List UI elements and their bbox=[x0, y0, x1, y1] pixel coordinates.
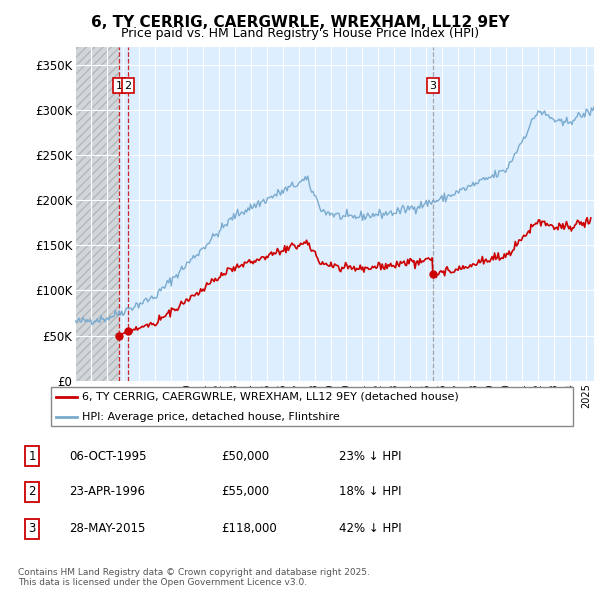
Text: 1: 1 bbox=[116, 81, 122, 90]
Text: 06-OCT-1995: 06-OCT-1995 bbox=[69, 450, 146, 463]
Text: 2: 2 bbox=[124, 81, 131, 90]
Text: 23% ↓ HPI: 23% ↓ HPI bbox=[340, 450, 402, 463]
Text: £50,000: £50,000 bbox=[221, 450, 269, 463]
Text: 6, TY CERRIG, CAERGWRLE, WREXHAM, LL12 9EY: 6, TY CERRIG, CAERGWRLE, WREXHAM, LL12 9… bbox=[91, 15, 509, 30]
Text: Contains HM Land Registry data © Crown copyright and database right 2025.
This d: Contains HM Land Registry data © Crown c… bbox=[18, 568, 370, 587]
Text: 42% ↓ HPI: 42% ↓ HPI bbox=[340, 522, 402, 536]
Text: £118,000: £118,000 bbox=[221, 522, 277, 536]
Text: 3: 3 bbox=[28, 522, 36, 536]
Text: Price paid vs. HM Land Registry's House Price Index (HPI): Price paid vs. HM Land Registry's House … bbox=[121, 27, 479, 40]
Text: £55,000: £55,000 bbox=[221, 486, 269, 499]
Text: 2: 2 bbox=[28, 486, 36, 499]
Text: 6, TY CERRIG, CAERGWRLE, WREXHAM, LL12 9EY (detached house): 6, TY CERRIG, CAERGWRLE, WREXHAM, LL12 9… bbox=[82, 392, 459, 402]
Text: 3: 3 bbox=[430, 81, 436, 90]
Bar bbox=[75, 47, 119, 381]
Text: 23-APR-1996: 23-APR-1996 bbox=[69, 486, 145, 499]
Text: 1: 1 bbox=[28, 450, 36, 463]
Text: HPI: Average price, detached house, Flintshire: HPI: Average price, detached house, Flin… bbox=[82, 412, 340, 422]
Text: 18% ↓ HPI: 18% ↓ HPI bbox=[340, 486, 402, 499]
Text: 28-MAY-2015: 28-MAY-2015 bbox=[69, 522, 145, 536]
